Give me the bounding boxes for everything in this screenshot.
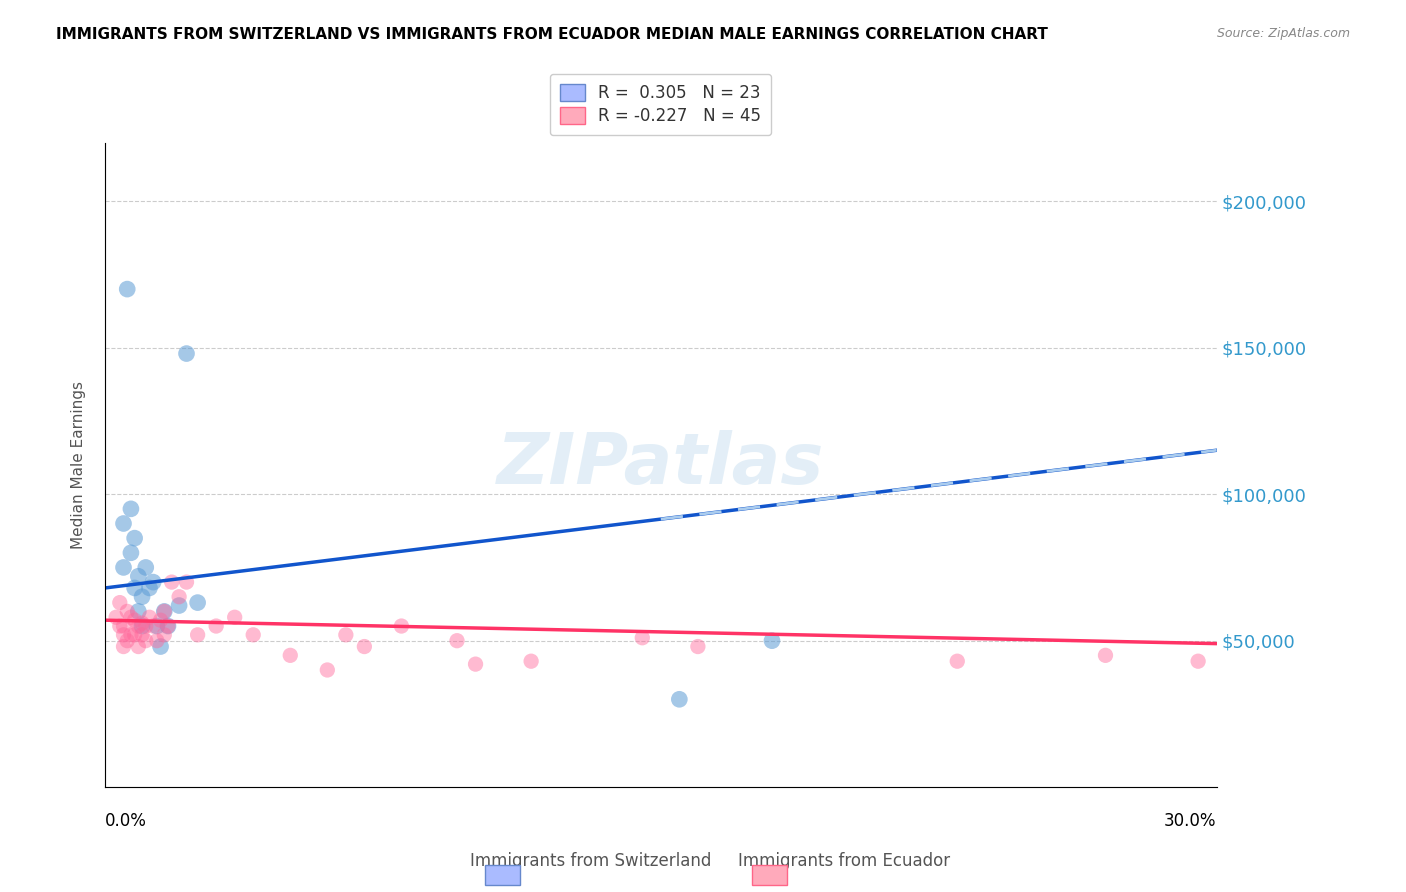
Point bbox=[112, 619, 135, 633]
Point bbox=[127, 604, 149, 618]
Point bbox=[135, 619, 157, 633]
Text: IMMIGRANTS FROM SWITZERLAND VS IMMIGRANTS FROM ECUADOR MEDIAN MALE EARNINGS CORR: IMMIGRANTS FROM SWITZERLAND VS IMMIGRANT… bbox=[56, 27, 1047, 42]
Point bbox=[153, 604, 176, 618]
Point bbox=[120, 628, 142, 642]
Point bbox=[124, 531, 146, 545]
Point bbox=[946, 654, 969, 668]
Point bbox=[127, 619, 149, 633]
Point bbox=[149, 640, 172, 654]
Point bbox=[108, 619, 131, 633]
Point bbox=[146, 619, 169, 633]
Point bbox=[108, 596, 131, 610]
Point bbox=[142, 619, 165, 633]
Point bbox=[115, 282, 138, 296]
Point bbox=[176, 575, 198, 590]
Point bbox=[176, 346, 198, 360]
Text: ZIPatlas: ZIPatlas bbox=[498, 431, 824, 500]
Point bbox=[520, 654, 543, 668]
Point bbox=[1094, 648, 1116, 663]
Point bbox=[124, 581, 146, 595]
Text: 0.0%: 0.0% bbox=[105, 812, 146, 830]
Point bbox=[146, 633, 169, 648]
Point bbox=[112, 560, 135, 574]
Point bbox=[120, 546, 142, 560]
Point bbox=[153, 628, 176, 642]
Point bbox=[761, 633, 783, 648]
Point bbox=[120, 501, 142, 516]
Text: Immigrants from Switzerland: Immigrants from Switzerland bbox=[470, 852, 711, 870]
Point bbox=[205, 619, 228, 633]
Point bbox=[138, 610, 160, 624]
Point bbox=[124, 628, 146, 642]
Point bbox=[127, 640, 149, 654]
Point bbox=[124, 613, 146, 627]
Point bbox=[167, 590, 190, 604]
Legend: R =  0.305   N = 23, R = -0.227   N = 45: R = 0.305 N = 23, R = -0.227 N = 45 bbox=[550, 74, 772, 135]
Point bbox=[316, 663, 339, 677]
Point bbox=[135, 633, 157, 648]
Point bbox=[135, 560, 157, 574]
Point bbox=[686, 640, 709, 654]
Point bbox=[187, 596, 209, 610]
Point bbox=[153, 604, 176, 618]
Point bbox=[112, 516, 135, 531]
Point bbox=[115, 604, 138, 618]
Point bbox=[120, 610, 142, 624]
Point bbox=[464, 657, 486, 672]
Point bbox=[391, 619, 413, 633]
Point bbox=[668, 692, 690, 706]
Y-axis label: Median Male Earnings: Median Male Earnings bbox=[72, 381, 86, 549]
Point bbox=[167, 599, 190, 613]
Point bbox=[142, 575, 165, 590]
Point bbox=[631, 631, 654, 645]
Point bbox=[156, 619, 179, 633]
Point bbox=[160, 575, 183, 590]
Point bbox=[149, 613, 172, 627]
Point bbox=[1187, 654, 1209, 668]
Point bbox=[131, 628, 153, 642]
Point bbox=[131, 616, 153, 631]
Point bbox=[353, 640, 375, 654]
Point bbox=[115, 633, 138, 648]
Point bbox=[156, 619, 179, 633]
Text: Source: ZipAtlas.com: Source: ZipAtlas.com bbox=[1216, 27, 1350, 40]
Point bbox=[112, 628, 135, 642]
Text: 30.0%: 30.0% bbox=[1164, 812, 1216, 830]
Point bbox=[127, 569, 149, 583]
Point bbox=[187, 628, 209, 642]
Point bbox=[278, 648, 301, 663]
Text: Immigrants from Ecuador: Immigrants from Ecuador bbox=[738, 852, 949, 870]
Point bbox=[242, 628, 264, 642]
Point bbox=[131, 619, 153, 633]
Point bbox=[112, 640, 135, 654]
Point bbox=[224, 610, 246, 624]
Point bbox=[446, 633, 468, 648]
Point bbox=[131, 590, 153, 604]
Point bbox=[105, 610, 128, 624]
Point bbox=[335, 628, 357, 642]
Point bbox=[138, 581, 160, 595]
